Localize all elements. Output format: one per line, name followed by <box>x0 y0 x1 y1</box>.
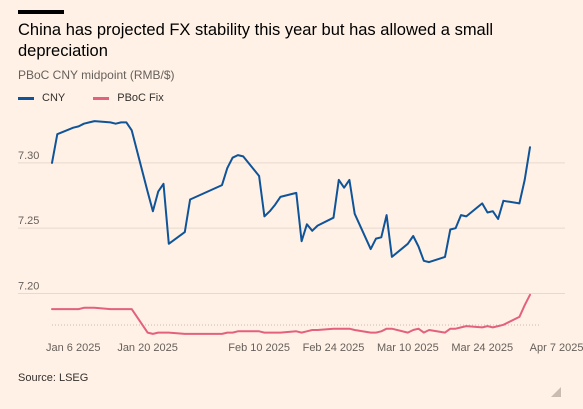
legend: CNY PBoC Fix <box>18 92 164 104</box>
x-tick-label: Feb 24 2025 <box>303 342 365 354</box>
series-line-cny <box>51 120 531 264</box>
legend-swatch-cny <box>18 96 34 100</box>
legend-label-pboc-fix: PBoC Fix <box>117 92 164 104</box>
source-note: Source: LSEG <box>18 372 89 384</box>
series-line-pboc-fix <box>51 293 531 335</box>
y-tick-label: 7.20 <box>18 280 39 292</box>
legend-label-cny: CNY <box>42 92 66 104</box>
legend-item-cny: CNY <box>18 92 65 104</box>
y-tick-label: 7.25 <box>18 215 39 227</box>
resize-corner-icon <box>551 387 561 397</box>
x-tick-label: Jan 6 2025 <box>46 342 100 354</box>
legend-item-pboc-fix: PBoC Fix <box>93 92 164 104</box>
x-tick-label: Mar 24 2025 <box>451 342 513 354</box>
x-tick-label: Apr 7 2025 <box>530 342 583 354</box>
y-tick-label: 7.30 <box>18 150 39 162</box>
x-tick-label: Mar 10 2025 <box>377 342 439 354</box>
chart-subtitle: PBoC CNY midpoint (RMB/$) <box>18 68 175 82</box>
header-accent-bar <box>18 10 64 14</box>
legend-swatch-pboc-fix <box>93 96 110 100</box>
chart-title: China has projected FX stability this ye… <box>18 21 494 60</box>
x-tick-label: Feb 10 2025 <box>228 342 290 354</box>
x-tick-label: Jan 20 2025 <box>117 342 178 354</box>
